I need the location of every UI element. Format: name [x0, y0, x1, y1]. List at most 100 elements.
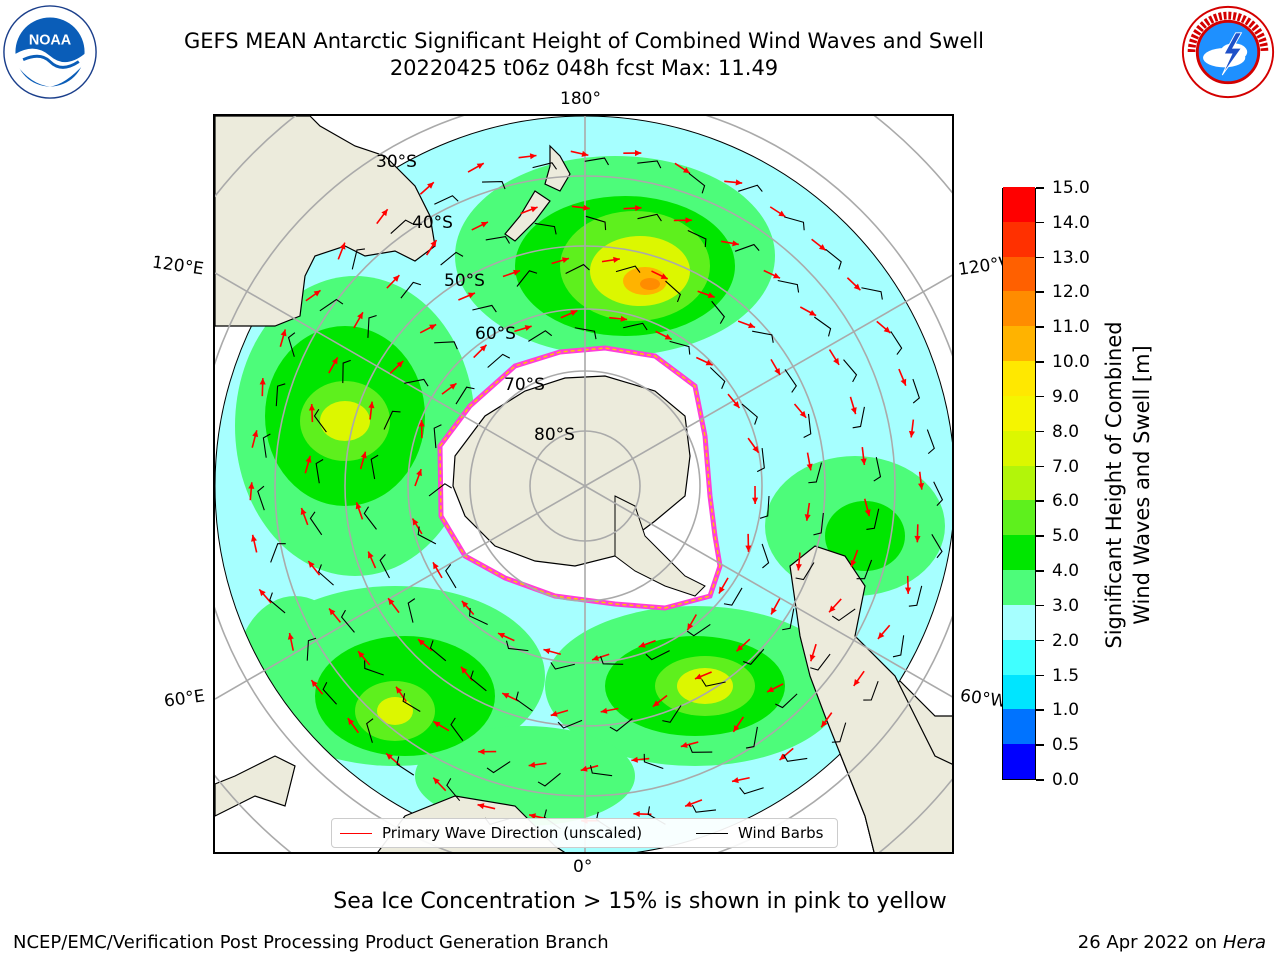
wave-arrow-head: [480, 222, 488, 228]
wind-barb: [313, 408, 327, 433]
wind-barb: [745, 726, 758, 749]
wind-barb: [665, 280, 682, 303]
wave-arrow-head: [430, 240, 437, 247]
wind-barb: [366, 718, 374, 743]
wave-arrow-head: [581, 150, 589, 157]
wind-barb: [691, 804, 717, 813]
wind-barb: [803, 413, 812, 438]
wind-barb: [379, 553, 390, 579]
wind-barb: [351, 248, 365, 270]
wave-arrow-head: [774, 367, 781, 375]
wind-barb: [741, 403, 758, 425]
colorbar-tick-mark: [1036, 709, 1044, 711]
colorbar-segment: [1003, 499, 1035, 536]
wave-arrow-head: [638, 641, 646, 648]
wind-barb: [486, 761, 511, 774]
black-line-icon: [696, 833, 728, 834]
colorbar-segment: [1003, 534, 1035, 571]
wind-barb: [808, 462, 823, 484]
wave-arrow-head: [308, 561, 315, 568]
colorbar-segment: [1003, 290, 1035, 327]
wind-barb: [363, 506, 377, 530]
wave-arrow-head: [850, 559, 857, 567]
wave-arrow-head: [433, 721, 441, 728]
wind-barb: [926, 429, 935, 455]
wave-arrow-head: [355, 502, 362, 510]
wind-barb: [565, 263, 590, 274]
wind-barb: [931, 534, 943, 559]
wave-arrow-head: [694, 673, 702, 680]
colorbar-segment: [1003, 325, 1035, 362]
wind-barb: [340, 609, 355, 633]
wave-arrow-head: [799, 410, 807, 418]
wave-arrow-head: [664, 333, 672, 340]
wind-barb: [637, 160, 662, 169]
wind-barb: [319, 298, 344, 312]
wind-barb: [537, 772, 561, 787]
wind-barb: [723, 587, 743, 606]
wind-barb: [367, 314, 377, 338]
colorbar: [1002, 186, 1036, 780]
colorbar-segment: [1003, 604, 1035, 640]
wind-barb: [470, 670, 487, 692]
lat-label-60s: 60°S: [475, 324, 516, 344]
wave-arrow-head: [358, 651, 365, 659]
wind-barb: [669, 340, 691, 355]
wave-arrow-head: [829, 605, 836, 613]
wind-barb: [825, 248, 842, 270]
colorbar-segment: [1003, 256, 1035, 292]
wave-arrow-head: [735, 179, 743, 186]
colorbar-tick-mark: [1036, 674, 1044, 677]
wave-arrow-head: [580, 765, 588, 772]
wave-arrow-head: [733, 724, 740, 732]
wind-barb: [752, 330, 774, 343]
polar-map: [213, 114, 954, 854]
wind-barb: [873, 457, 882, 482]
wave-arrow-head: [918, 483, 925, 490]
wind-barb: [396, 756, 415, 776]
wind-barb: [262, 433, 271, 458]
noaa-logo: NOAA: [3, 5, 97, 99]
wave-arrow-head: [682, 167, 690, 174]
wind-barb: [686, 624, 711, 637]
wave-arrow-head: [570, 310, 578, 316]
wave-arrow-head: [795, 563, 802, 571]
wind-barb: [795, 562, 815, 581]
wave-arrow-head: [680, 742, 688, 748]
legend-item-wave-direction: Primary Wave Direction (unscaled): [340, 824, 642, 842]
wind-barb: [688, 744, 713, 753]
wind-barb: [390, 219, 413, 234]
wave-arrow-head: [479, 344, 487, 352]
wave-arrow-head: [502, 693, 510, 699]
wind-barb: [557, 719, 583, 729]
wave-arrow-head: [748, 322, 756, 329]
wind-barb: [688, 172, 706, 194]
colorbar-tick-label: 0.0: [1052, 770, 1080, 790]
colorbar-tick-label: 10.0: [1052, 352, 1090, 373]
wave-arrow-head: [300, 507, 307, 515]
colorbar-segment: [1003, 674, 1035, 710]
wave-arrow-head: [386, 753, 393, 760]
colorbar-tick-label: 9.0: [1052, 386, 1080, 407]
wind-barb: [782, 608, 795, 631]
colorbar-tick-mark: [1036, 361, 1044, 363]
colorbar-tick-label: 7.0: [1052, 456, 1080, 477]
wave-arrow-head: [392, 275, 400, 282]
wave-arrow-head: [809, 309, 817, 316]
antarctica: [437, 345, 723, 611]
wave-arrow-head: [877, 632, 885, 639]
wind-barb: [784, 369, 797, 393]
wave-arrow-head: [914, 535, 921, 543]
wind-barb: [404, 378, 429, 387]
colorbar-tick-mark: [1036, 639, 1044, 642]
wind-barb: [550, 662, 575, 670]
wave-arrow-head: [308, 404, 315, 411]
wind-barb: [428, 483, 452, 497]
wind-barb: [890, 331, 903, 355]
wind-barb: [482, 181, 506, 190]
wave-arrow-head: [600, 707, 608, 714]
wave-arrow-head: [418, 420, 425, 427]
wave-arrow-head: [478, 748, 485, 755]
wave-arrow-head: [396, 686, 403, 694]
colorbar-tick-label: 8.0: [1052, 421, 1080, 442]
